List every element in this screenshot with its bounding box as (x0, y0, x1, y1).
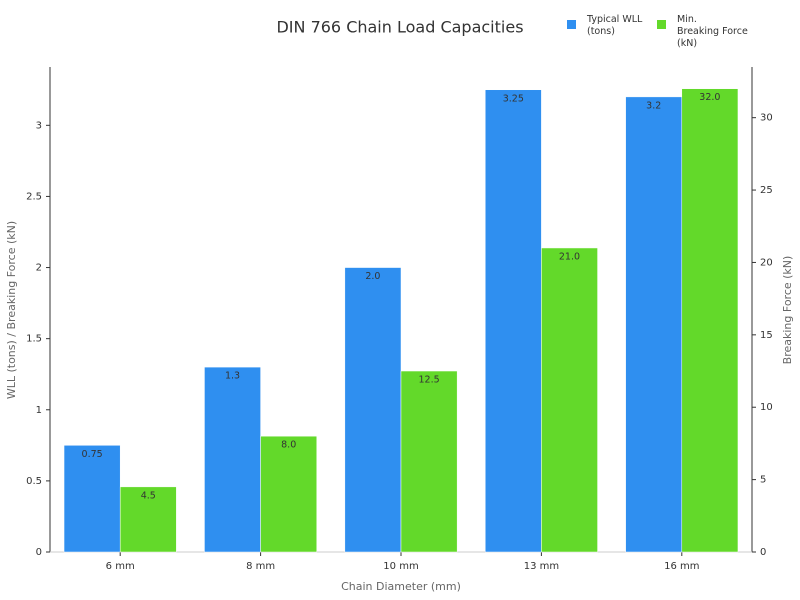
value-label: 21.0 (559, 251, 580, 262)
y-axis-label: WLL (tons) / Breaking Force (kN) (5, 221, 18, 399)
y-tick-label: 1 (36, 405, 42, 416)
bar (400, 370, 458, 553)
y-tick-label: 2.5 (26, 191, 42, 202)
x-tick-label: 8 mm (246, 561, 275, 572)
y-tick-label: 2 (36, 263, 42, 274)
y2-axis-label: Breaking Force (kN) (781, 256, 794, 365)
value-label: 0.75 (82, 449, 103, 460)
chart-title: DIN 766 Chain Load Capacities (276, 18, 523, 37)
bar (119, 486, 177, 553)
y2-tick-label: 20 (760, 257, 773, 268)
y2-tick-label: 15 (760, 330, 773, 341)
y-tick-label: 0 (36, 547, 42, 558)
legend-swatch (567, 20, 576, 29)
y-tick-label: 3 (36, 120, 42, 131)
bar (344, 267, 402, 553)
y2-tick-label: 5 (760, 475, 766, 486)
y2-tick-label: 30 (760, 113, 773, 124)
x-tick-label: 16 mm (664, 561, 699, 572)
value-label: 12.5 (419, 375, 440, 386)
y2-tick-label: 10 (760, 402, 773, 413)
y-tick-label: 0.5 (26, 476, 42, 487)
bar (204, 366, 261, 553)
legend-label: Typical WLL (tons) (587, 14, 643, 37)
bar (484, 89, 542, 553)
legend-swatch (657, 20, 666, 29)
value-label: 8.0 (281, 440, 296, 451)
y2-tick-label: 0 (760, 547, 766, 558)
bar (63, 445, 121, 553)
bar (541, 247, 598, 553)
legend-label: Min. Breaking Force (kN) (677, 14, 748, 49)
bar (681, 88, 739, 553)
y2-tick-label: 25 (760, 185, 773, 196)
bar (260, 435, 318, 553)
value-label: 1.3 (225, 371, 240, 382)
value-label: 3.25 (503, 93, 524, 104)
bar (625, 96, 683, 553)
x-axis-label: Chain Diameter (mm) (341, 580, 461, 593)
value-label: 32.0 (699, 92, 720, 103)
x-tick-label: 6 mm (106, 561, 135, 572)
x-tick-label: 13 mm (524, 561, 559, 572)
x-tick-label: 10 mm (383, 561, 418, 572)
value-label: 3.2 (646, 100, 661, 111)
value-label: 2.0 (365, 271, 380, 282)
y-tick-label: 1.5 (26, 334, 42, 345)
value-label: 4.5 (141, 490, 156, 501)
